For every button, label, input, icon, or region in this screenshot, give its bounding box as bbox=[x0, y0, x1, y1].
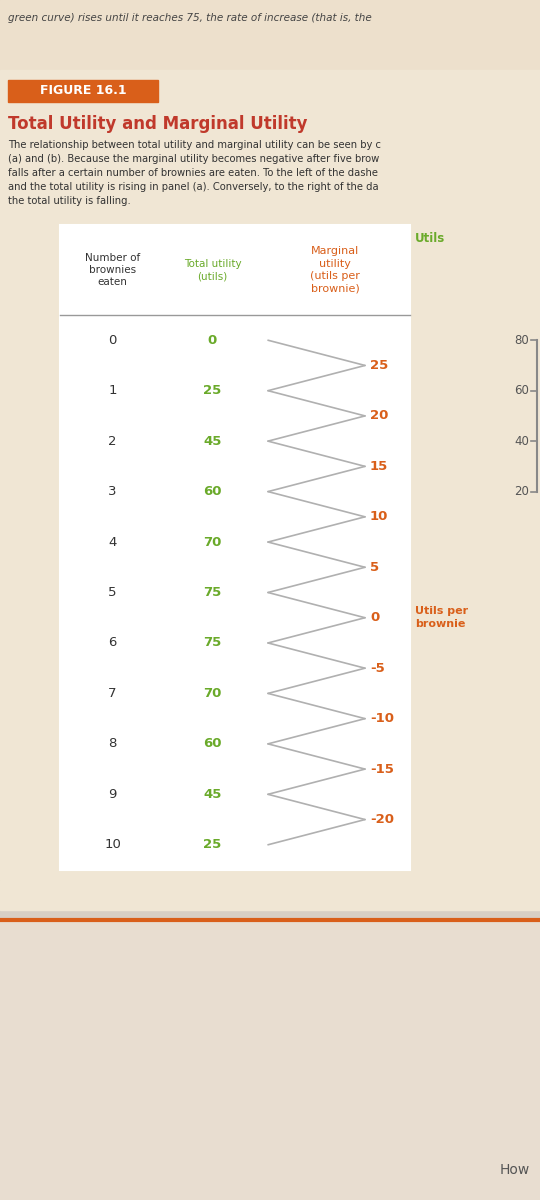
Text: FIGURE 16.1: FIGURE 16.1 bbox=[39, 84, 126, 97]
Text: 20: 20 bbox=[370, 409, 388, 422]
Bar bbox=[8, 80, 158, 102]
Text: 60: 60 bbox=[203, 485, 222, 498]
Text: 0: 0 bbox=[109, 334, 117, 347]
Text: -10: -10 bbox=[370, 712, 394, 725]
Text: 9: 9 bbox=[109, 788, 117, 800]
Text: 2: 2 bbox=[108, 434, 117, 448]
Text: 45: 45 bbox=[204, 434, 222, 448]
Text: 8: 8 bbox=[109, 737, 117, 750]
Text: 4: 4 bbox=[109, 535, 117, 548]
Text: the total utility is falling.: the total utility is falling. bbox=[8, 196, 131, 206]
Bar bbox=[0, 0, 540, 70]
Text: 10: 10 bbox=[370, 510, 388, 523]
Text: 45: 45 bbox=[204, 788, 222, 800]
Text: Utils per
brownie: Utils per brownie bbox=[415, 606, 468, 629]
Text: -5: -5 bbox=[370, 661, 384, 674]
Text: 1: 1 bbox=[108, 384, 117, 397]
Text: Marginal
utility
(utils per
brownie): Marginal utility (utils per brownie) bbox=[310, 246, 360, 294]
Text: 25: 25 bbox=[370, 359, 388, 372]
Text: green curve) rises until it reaches 75, the rate of increase (that is, the: green curve) rises until it reaches 75, … bbox=[8, 13, 372, 23]
Text: 80: 80 bbox=[514, 334, 529, 347]
Bar bbox=[0, 70, 540, 880]
Text: 60: 60 bbox=[514, 384, 529, 397]
Text: The relationship between total utility and marginal utility can be seen by c: The relationship between total utility a… bbox=[8, 140, 381, 150]
Text: 15: 15 bbox=[370, 460, 388, 473]
Text: 25: 25 bbox=[204, 839, 221, 851]
Text: 3: 3 bbox=[108, 485, 117, 498]
Text: 0: 0 bbox=[208, 334, 217, 347]
Text: (a) and (b). Because the marginal utility becomes negative after five brow: (a) and (b). Because the marginal utilit… bbox=[8, 154, 379, 164]
Text: Total utility
(utils): Total utility (utils) bbox=[184, 259, 241, 281]
Text: How: How bbox=[500, 1163, 530, 1177]
Text: 40: 40 bbox=[514, 434, 529, 448]
Bar bbox=[0, 880, 540, 910]
Text: 5: 5 bbox=[370, 560, 379, 574]
Text: 7: 7 bbox=[108, 686, 117, 700]
Text: -15: -15 bbox=[370, 762, 394, 775]
Text: 60: 60 bbox=[203, 737, 222, 750]
Text: 0: 0 bbox=[370, 611, 379, 624]
Text: -20: -20 bbox=[370, 814, 394, 826]
Bar bbox=[60, 226, 410, 870]
Text: 25: 25 bbox=[204, 384, 221, 397]
Text: and the total utility is rising in panel (a). Conversely, to the right of the da: and the total utility is rising in panel… bbox=[8, 182, 379, 192]
Text: 5: 5 bbox=[108, 586, 117, 599]
Text: 70: 70 bbox=[204, 686, 222, 700]
Text: Utils: Utils bbox=[415, 232, 445, 245]
Text: Number of
brownies
eaten: Number of brownies eaten bbox=[85, 253, 140, 287]
Text: 6: 6 bbox=[109, 636, 117, 649]
Text: falls after a certain number of brownies are eaten. To the left of the dashe: falls after a certain number of brownies… bbox=[8, 168, 378, 178]
Text: 75: 75 bbox=[204, 586, 221, 599]
Text: Total Utility and Marginal Utility: Total Utility and Marginal Utility bbox=[8, 115, 307, 133]
Text: 20: 20 bbox=[514, 485, 529, 498]
Text: 10: 10 bbox=[104, 839, 121, 851]
Text: 75: 75 bbox=[204, 636, 221, 649]
Text: 70: 70 bbox=[204, 535, 222, 548]
Bar bbox=[0, 920, 540, 1200]
